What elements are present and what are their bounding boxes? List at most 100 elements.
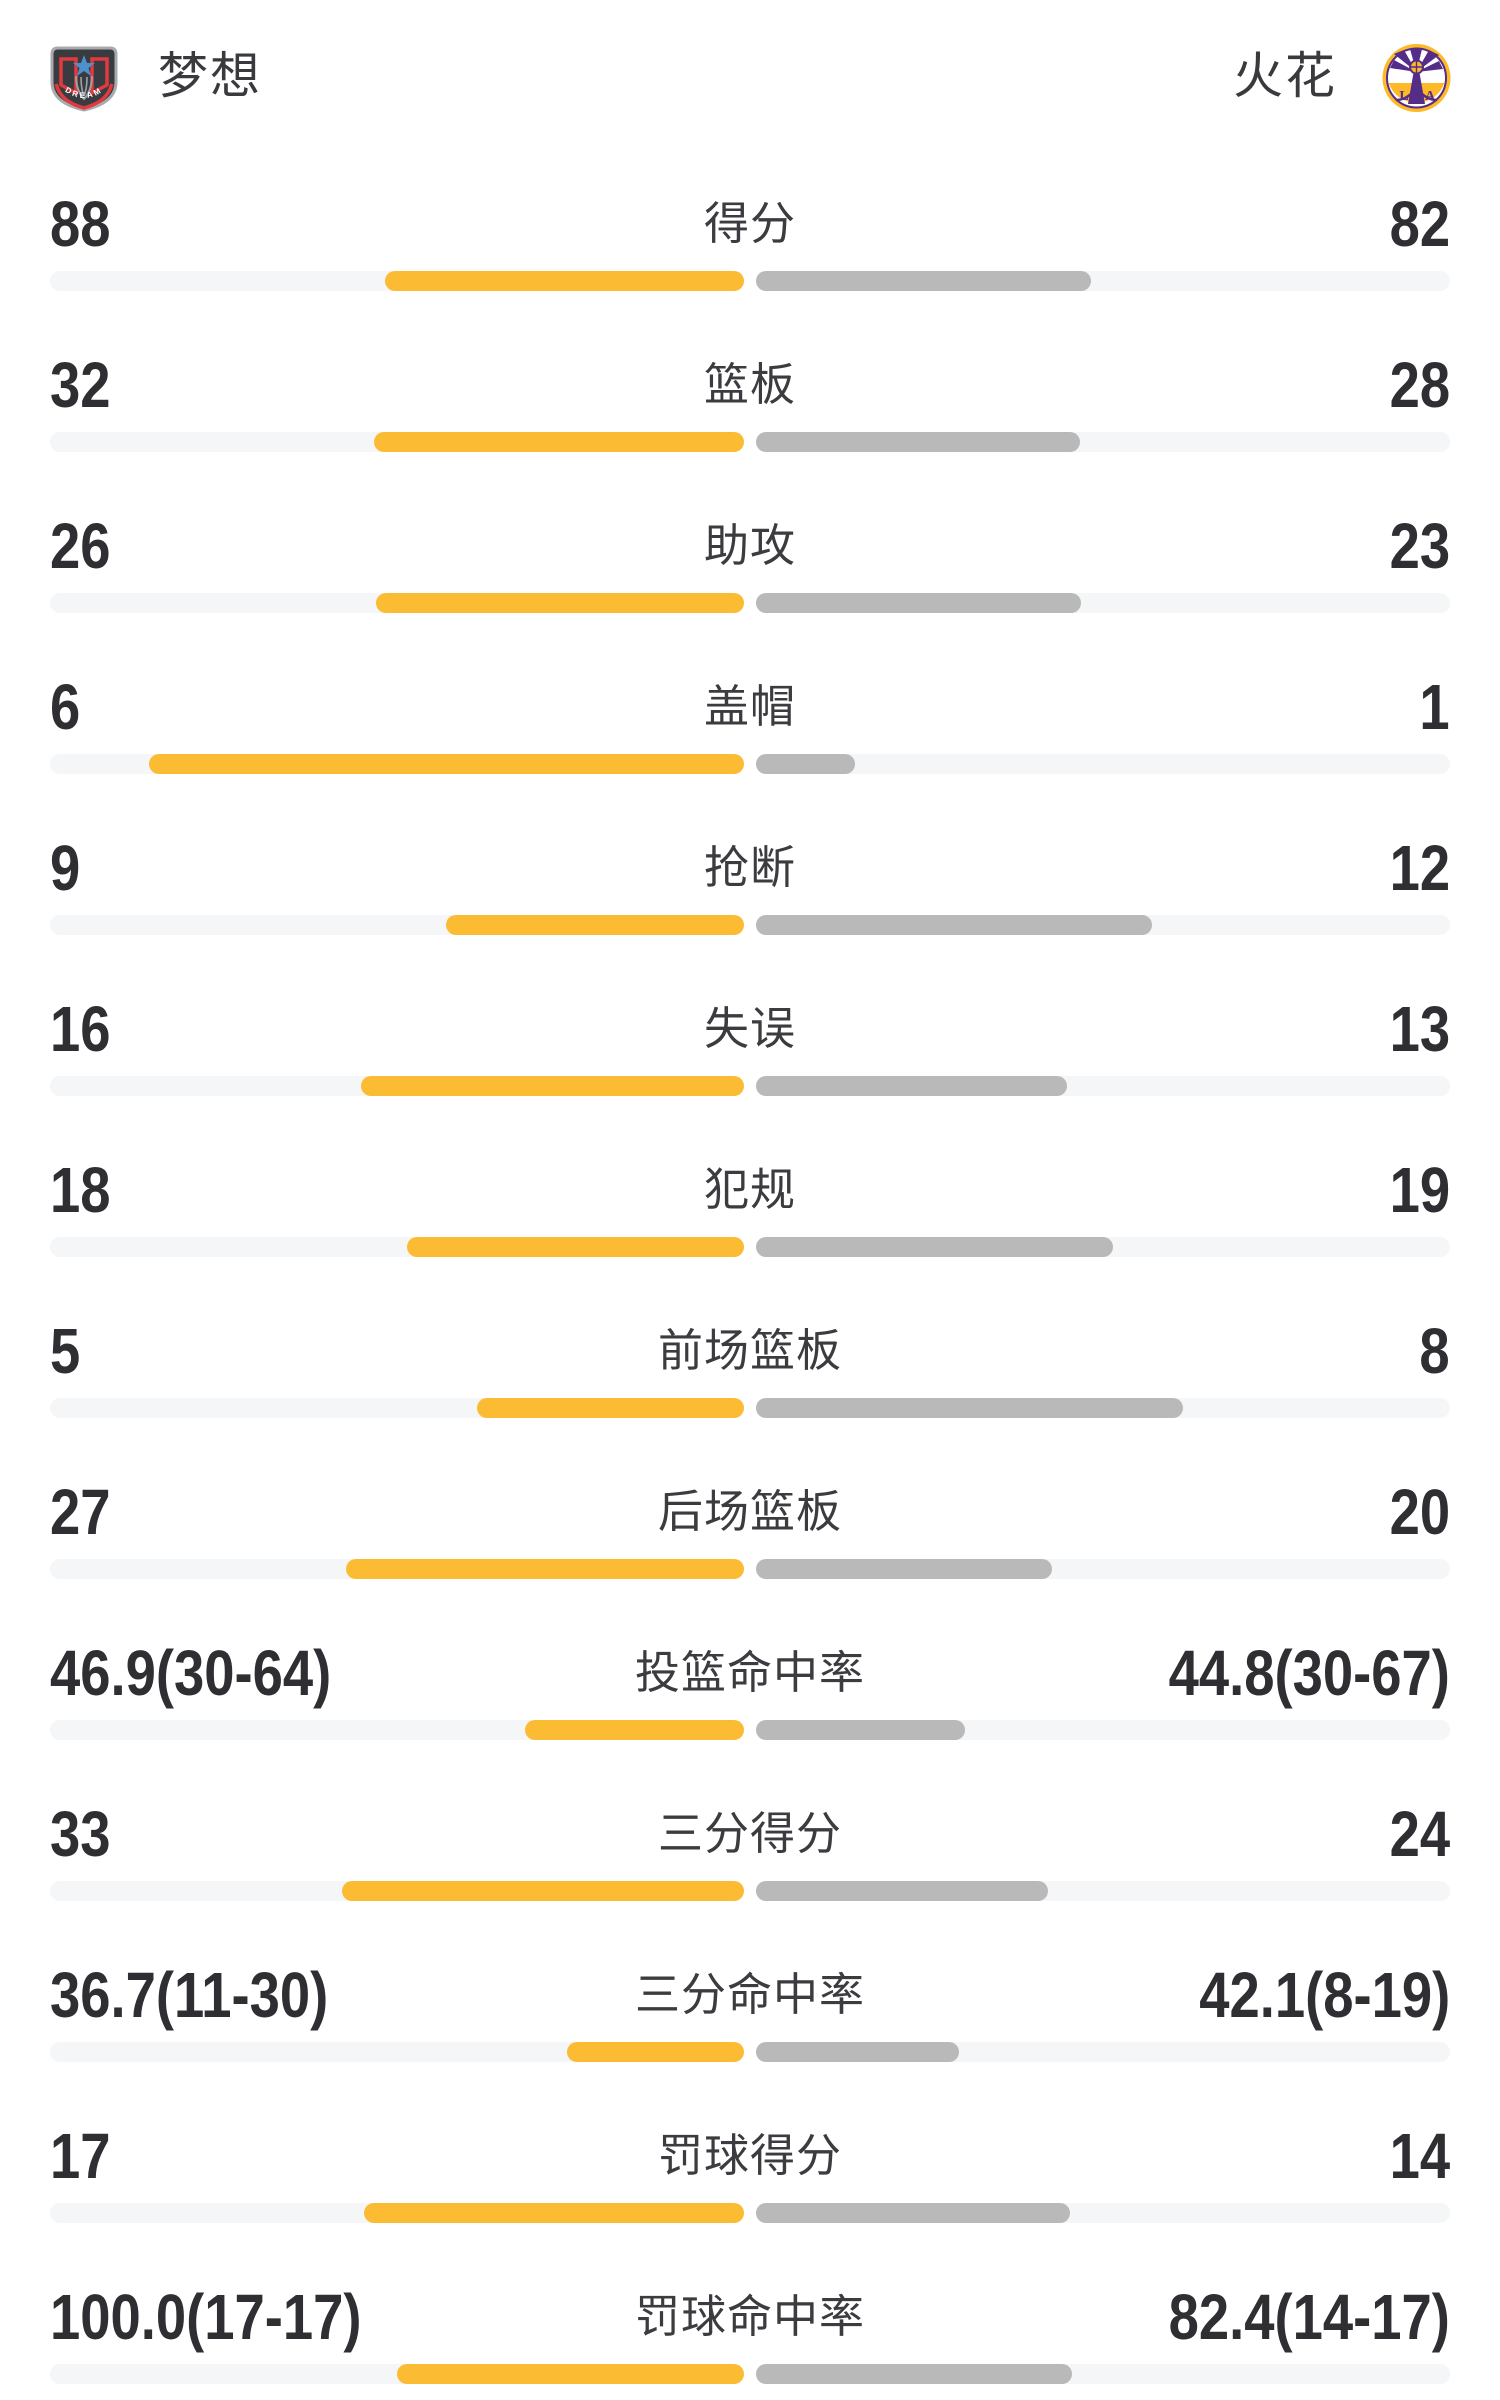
left-stat-bar-fill (397, 2364, 744, 2384)
stat-label: 抢断 (703, 842, 796, 893)
right-stat-bar-fill (756, 754, 856, 774)
right-stat-bar-track (756, 1559, 1450, 1579)
stat-label: 助攻 (703, 520, 796, 571)
stat-row: 26 助攻 23 (0, 510, 1500, 658)
left-team-stat-value: 88 (50, 188, 111, 260)
right-stat-bar-track (756, 1076, 1450, 1096)
left-stat-bar-fill (525, 1720, 744, 1740)
left-stat-bar-fill (374, 432, 744, 452)
left-team-stat-value: 6 (50, 671, 81, 743)
right-team-name: 火花 (1233, 48, 1337, 104)
left-stat-bar-fill (149, 754, 744, 774)
right-stat-bar-fill (756, 1076, 1067, 1096)
stat-row: 18 犯规 19 (0, 1154, 1500, 1302)
right-team-stat-value: 12 (1389, 832, 1450, 904)
left-stat-bar-fill (384, 271, 744, 291)
right-team-stat-value: 24 (1389, 1798, 1450, 1870)
right-team-stat-value: 28 (1389, 349, 1450, 421)
stat-row: 16 失误 13 (0, 993, 1500, 1141)
right-team-stat-value: 23 (1389, 510, 1450, 582)
left-team-stat-value: 5 (50, 1315, 81, 1387)
right-team-stat-value: 44.8(30-67) (1168, 1637, 1450, 1709)
left-stat-bar-track (50, 1398, 744, 1418)
right-team-stat-value: 20 (1389, 1476, 1450, 1548)
stat-row: 9 抢断 12 (0, 832, 1500, 980)
left-team-stat-value: 18 (50, 1154, 111, 1226)
left-stat-bar-track (50, 2042, 744, 2062)
stat-row: 100.0(17-17) 罚球命中率 82.4(14-17) (0, 2281, 1500, 2400)
left-stat-bar-track (50, 915, 744, 935)
match-header: DREAM 梦想 火花 L A (0, 0, 1500, 130)
left-stat-bar-fill (360, 1076, 744, 1096)
left-team-stat-value: 46.9(30-64) (50, 1637, 332, 1709)
stat-row: 27 后场篮板 20 (0, 1476, 1500, 1624)
right-stat-bar-track (756, 271, 1450, 291)
left-team-stat-value: 27 (50, 1476, 111, 1548)
left-stat-bar-fill (567, 2042, 744, 2062)
right-stat-bar-fill (756, 271, 1091, 291)
right-team-stat-value: 14 (1389, 2120, 1450, 2192)
right-team-stat-value: 13 (1389, 993, 1450, 1065)
stat-row: 36.7(11-30) 三分命中率 42.1(8-19) (0, 1959, 1500, 2107)
stat-row: 33 三分得分 24 (0, 1798, 1500, 1946)
right-stat-bar-fill (756, 1881, 1049, 1901)
left-team-stat-value: 17 (50, 2120, 111, 2192)
left-team-stat-value: 36.7(11-30) (50, 1959, 329, 2031)
left-team-name: 梦想 (158, 48, 262, 104)
left-stat-bar-fill (476, 1398, 744, 1418)
left-stat-bar-fill (363, 2203, 744, 2223)
left-stat-bar-track (50, 1720, 744, 1740)
sparks-team-logo: L A (1382, 44, 1451, 112)
right-stat-bar-fill (756, 2042, 960, 2062)
right-stat-bar-track (756, 2203, 1450, 2223)
right-team-stat-value: 19 (1389, 1154, 1450, 1226)
right-team-stat-value: 1 (1419, 671, 1450, 743)
stat-label: 犯规 (703, 1164, 796, 1215)
left-stat-bar-track (50, 593, 744, 613)
dream-team-logo: DREAM (50, 46, 118, 112)
right-stat-bar-fill (756, 1398, 1183, 1418)
right-stat-bar-track (756, 432, 1450, 452)
stat-label: 三分命中率 (634, 1969, 865, 2020)
left-stat-bar-fill (375, 593, 744, 613)
right-team-stat-value: 42.1(8-19) (1199, 1959, 1450, 2031)
svg-text:L: L (1399, 89, 1408, 104)
right-stat-bar-fill (756, 2364, 1072, 2384)
left-stat-bar-track (50, 1559, 744, 1579)
left-team-stat-value: 33 (50, 1798, 111, 1870)
right-stat-bar-fill (756, 432, 1081, 452)
left-stat-bar-track (50, 1237, 744, 1257)
stat-label: 前场篮板 (657, 1325, 842, 1376)
right-team-stat-value: 82 (1389, 188, 1450, 260)
stat-row: 17 罚球得分 14 (0, 2120, 1500, 2268)
left-team-stat-value: 100.0(17-17) (50, 2281, 362, 2353)
left-team-stat-value: 9 (50, 832, 81, 904)
svg-text:A: A (1425, 89, 1436, 104)
stat-label: 失误 (703, 1003, 796, 1054)
left-stat-bar-track (50, 1881, 744, 1901)
left-stat-bar-track (50, 2203, 744, 2223)
right-stat-bar-fill (756, 915, 1153, 935)
right-stat-bar-track (756, 1720, 1450, 1740)
right-team-stat-value: 82.4(14-17) (1168, 2281, 1450, 2353)
right-stat-bar-fill (756, 593, 1082, 613)
stat-label: 盖帽 (703, 681, 796, 732)
right-stat-bar-fill (756, 1720, 965, 1740)
right-team-stat-value: 8 (1419, 1315, 1450, 1387)
right-stat-bar-track (756, 1398, 1450, 1418)
stat-row: 5 前场篮板 8 (0, 1315, 1500, 1463)
stat-label: 罚球得分 (657, 2130, 842, 2181)
right-stat-bar-fill (756, 1237, 1113, 1257)
stat-label: 罚球命中率 (634, 2291, 865, 2342)
stat-row: 46.9(30-64) 投篮命中率 44.8(30-67) (0, 1637, 1500, 1785)
stat-label: 篮板 (703, 359, 796, 410)
right-stat-bar-fill (756, 1559, 1052, 1579)
stat-label: 三分得分 (657, 1808, 842, 1859)
right-stat-bar-track (756, 2364, 1450, 2384)
left-team-stat-value: 16 (50, 993, 111, 1065)
right-stat-bar-track (756, 754, 1450, 774)
stat-label: 投篮命中率 (634, 1647, 865, 1698)
left-stat-bar-fill (406, 1237, 744, 1257)
left-stat-bar-track (50, 432, 744, 452)
